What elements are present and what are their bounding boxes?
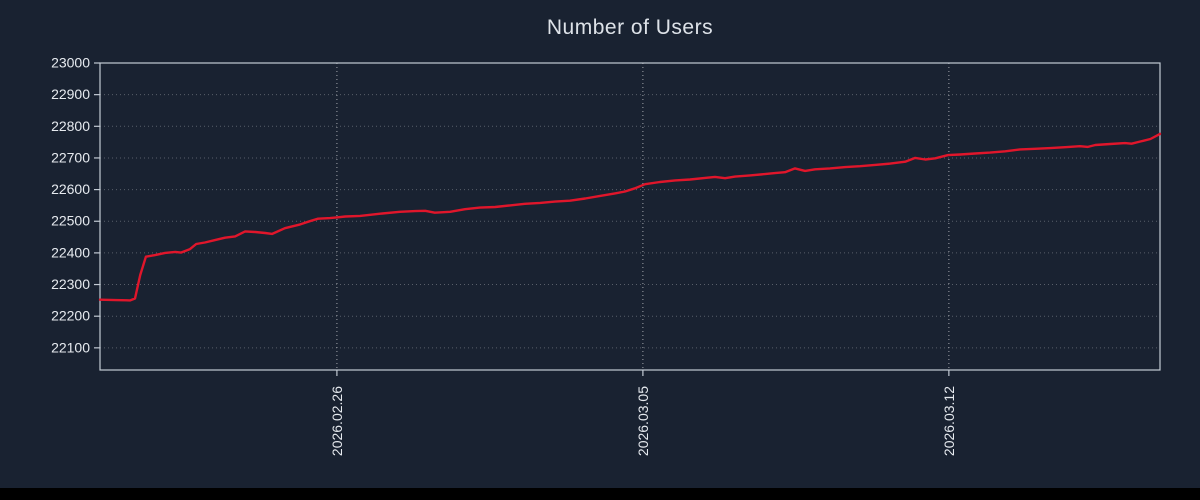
x-tick-label: 2026.03.05 bbox=[635, 386, 651, 456]
y-tick-label: 22200 bbox=[51, 308, 90, 324]
plot-border bbox=[99, 62, 1161, 371]
x-tick-label: 2026.02.26 bbox=[329, 386, 345, 456]
y-tick-label: 22400 bbox=[51, 244, 90, 260]
y-tick-label: 22100 bbox=[51, 339, 90, 355]
chart-title: Number of Users bbox=[546, 16, 714, 39]
y-tick-label: 22600 bbox=[51, 181, 90, 197]
y-tick-label: 23000 bbox=[51, 55, 90, 71]
y-tick-label: 22800 bbox=[51, 118, 90, 134]
bottom-bar bbox=[0, 488, 1200, 500]
y-tick-label: 22500 bbox=[51, 213, 90, 229]
x-tick-label: 2026.03.12 bbox=[941, 386, 957, 456]
data-series-line bbox=[98, 132, 1162, 302]
y-tick-label: 22900 bbox=[51, 86, 90, 102]
y-tick-label: 22300 bbox=[51, 276, 90, 292]
y-tick-label: 22700 bbox=[51, 149, 90, 165]
